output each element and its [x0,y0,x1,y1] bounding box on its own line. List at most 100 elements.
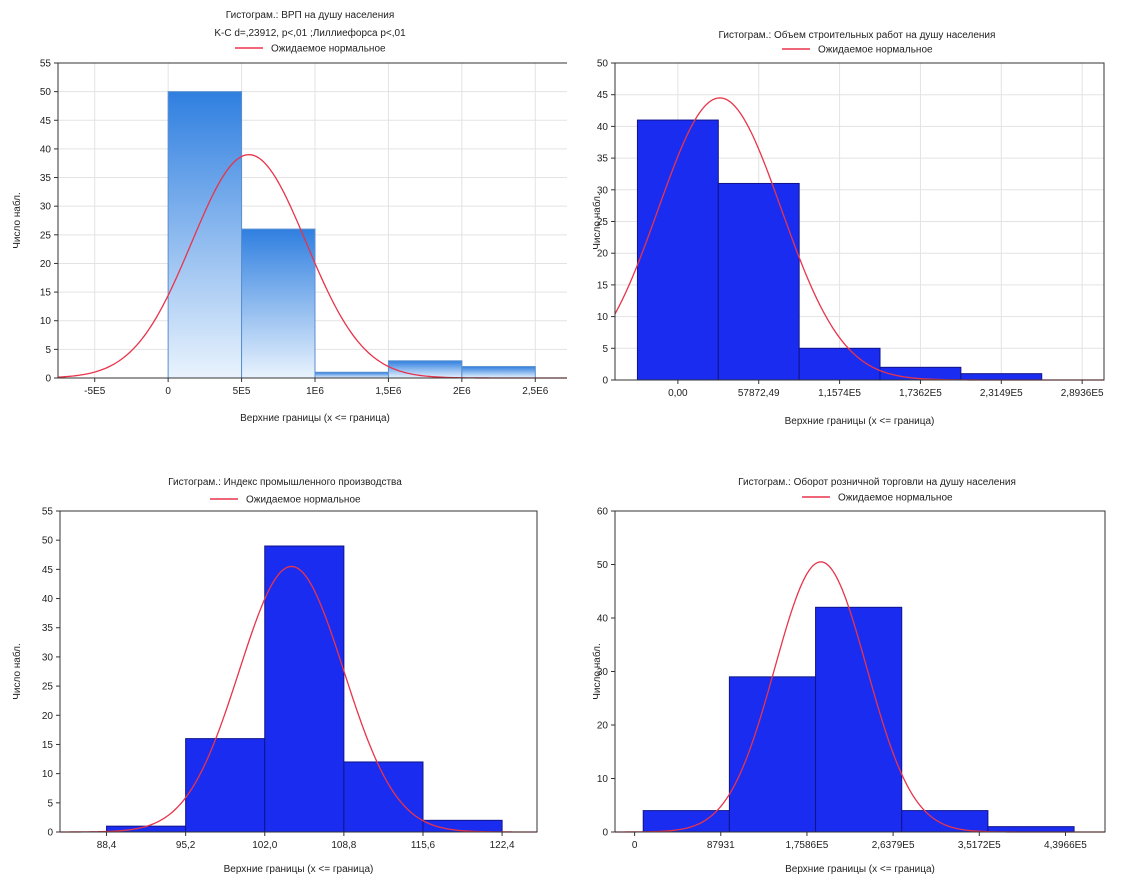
chart-title: Гистограм.: ВРП на душу населения [226,10,395,21]
y-tick-label: 45 [42,565,54,576]
y-tick-label: 55 [40,59,52,70]
y-tick-label: 30 [597,185,609,196]
y-tick-label: 15 [40,288,52,299]
y-tick-label: 45 [597,90,609,101]
y-tick-label: 15 [42,740,54,751]
y-tick-label: 35 [597,154,609,165]
x-tick-label: 5E5 [233,386,251,397]
y-tick-label: 10 [42,769,54,780]
histogram-chart-4: 0 10 20 30 40 50 60 0 87931 1,7586E5 2,6379E5 3,517… [591,476,1106,875]
x-tick-label: 2,5E6 [522,386,549,397]
y-axis-label: Число набл. [11,643,23,700]
y-tick-label: 20 [40,259,52,270]
x-tick-label: 2,8936E5 [1061,388,1104,399]
x-tick-label: 2E6 [453,386,471,397]
y-tick-label: 60 [597,507,609,518]
histogram-bar [314,371,389,379]
y-tick-label: 5 [45,345,51,356]
x-tick-label: 87931 [707,840,735,851]
y-tick-label: 25 [40,230,52,241]
y-tick-label: 50 [597,560,609,571]
y-tick-label: 35 [42,623,54,634]
y-tick-label: 20 [597,721,609,732]
histogram-bar [636,119,719,381]
y-tick-label: 35 [40,173,52,184]
y-tick-label: 30 [597,667,609,678]
x-tick-label: 4,3966E5 [1044,840,1087,851]
x-tick-label: -5E5 [84,386,106,397]
y-tick-label: 40 [42,594,54,605]
y-tick-label: 5 [602,344,608,355]
chart-title: Гистограм.: Объем строительных работ на … [719,29,996,41]
y-tick-label: 0 [47,828,53,839]
x-tick-label: 2,6379E5 [872,840,915,851]
histogram-chart-1: 0 5 10 15 20 25 30 35 40 45 50 55 -5E5 0 5E5 1E6 1,5E6 2E… [11,10,567,424]
y-tick-label: 55 [42,507,54,518]
y-tick-label: 20 [42,711,54,722]
histogram-bar [343,761,424,833]
x-tick-label: 108,8 [331,840,356,851]
histogram-bar [728,676,817,833]
histogram-bar [185,738,266,833]
histogram-panel-2: 0 5 10 15 20 25 30 35 40 45 50 0,00 57872,49 1,1574E5… [567,0,1134,432]
histogram-bar [901,810,989,833]
x-tick-label: 0,00 [668,388,688,399]
x-tick-label: 102,0 [252,840,277,851]
y-tick-label: 10 [597,312,609,323]
y-tick-label: 10 [597,774,609,785]
x-tick-label: 1,1574E5 [818,388,861,399]
x-tick-label: 1,7362E5 [899,388,942,399]
legend-label: Ожидаемое нормальное [271,44,386,55]
y-tick-label: 45 [40,116,52,127]
x-tick-label: 1,7586E5 [786,840,829,851]
y-tick-label: 20 [597,249,609,260]
y-tick-label: 40 [40,144,52,155]
x-tick-label: 1,5E6 [375,386,402,397]
y-tick-label: 25 [597,217,609,228]
legend-label: Ожидаемое нормальное [818,45,933,56]
y-tick-label: 0 [602,376,608,387]
x-axis-label: Верхние границы (x <= граница) [785,864,935,875]
histogram-bar [461,366,536,379]
chart-subtitle: K-C d=,23912, p<,01 ;Лиллиефорса p<,01 [214,27,406,39]
y-tick-label: 25 [42,682,54,693]
y-tick-label: 0 [602,828,608,839]
chart-title: Гистограм.: Индекс промышленного произво… [168,477,402,488]
x-axis-label: Верхние границы (x <= граница) [785,416,935,427]
y-tick-label: 0 [45,374,51,385]
y-tick-label: 50 [42,536,54,547]
histogram-bar [960,373,1043,381]
histogram-bar [717,182,800,381]
x-axis-label: Верхние границы (x <= граница) [240,413,390,424]
histogram-bar [264,545,345,833]
y-tick-label: 40 [597,122,609,133]
plot-frame [59,510,538,833]
x-tick-label: 0 [165,386,171,397]
y-tick-label: 15 [597,280,609,291]
x-tick-label: 115,6 [411,840,436,851]
histogram-bar [167,91,243,379]
y-tick-label: 10 [40,316,52,327]
y-tick-label: 5 [47,798,53,809]
x-tick-label: 3,5172E5 [958,840,1001,851]
y-axis-label: Число набл. [11,192,23,249]
histogram-panel-3: 0 5 10 15 20 25 30 35 40 45 50 55 88,4 95,2 102,0 108,8… [0,450,567,879]
legend-label: Ожидаемое нормальное [246,495,361,506]
x-tick-label: 57872,49 [738,388,780,399]
y-axis-label: Число набл. [591,643,603,700]
x-axis-label: Верхние границы (x <= граница) [224,864,374,875]
histogram-chart-2: 0 5 10 15 20 25 30 35 40 45 50 0,00 57872,49 1,1574E5… [591,29,1105,427]
x-tick-label: 122,4 [490,840,515,851]
histogram-panel-4: 0 10 20 30 40 50 60 0 87931 1,7586E5 2,6379E5 3,517… [567,450,1134,879]
histogram-bar [241,228,316,379]
y-tick-label: 50 [597,59,609,70]
x-tick-label: 88,4 [97,840,117,851]
y-tick-label: 30 [40,202,52,213]
x-tick-label: 1E6 [306,386,324,397]
x-tick-label: 2,3149E5 [980,388,1023,399]
x-tick-label: 95,2 [176,840,196,851]
normal-curve [60,565,538,833]
legend-label: Ожидаемое нормальное [838,493,953,504]
y-axis-label: Число набл. [591,193,603,250]
x-tick-label: 0 [632,840,638,851]
